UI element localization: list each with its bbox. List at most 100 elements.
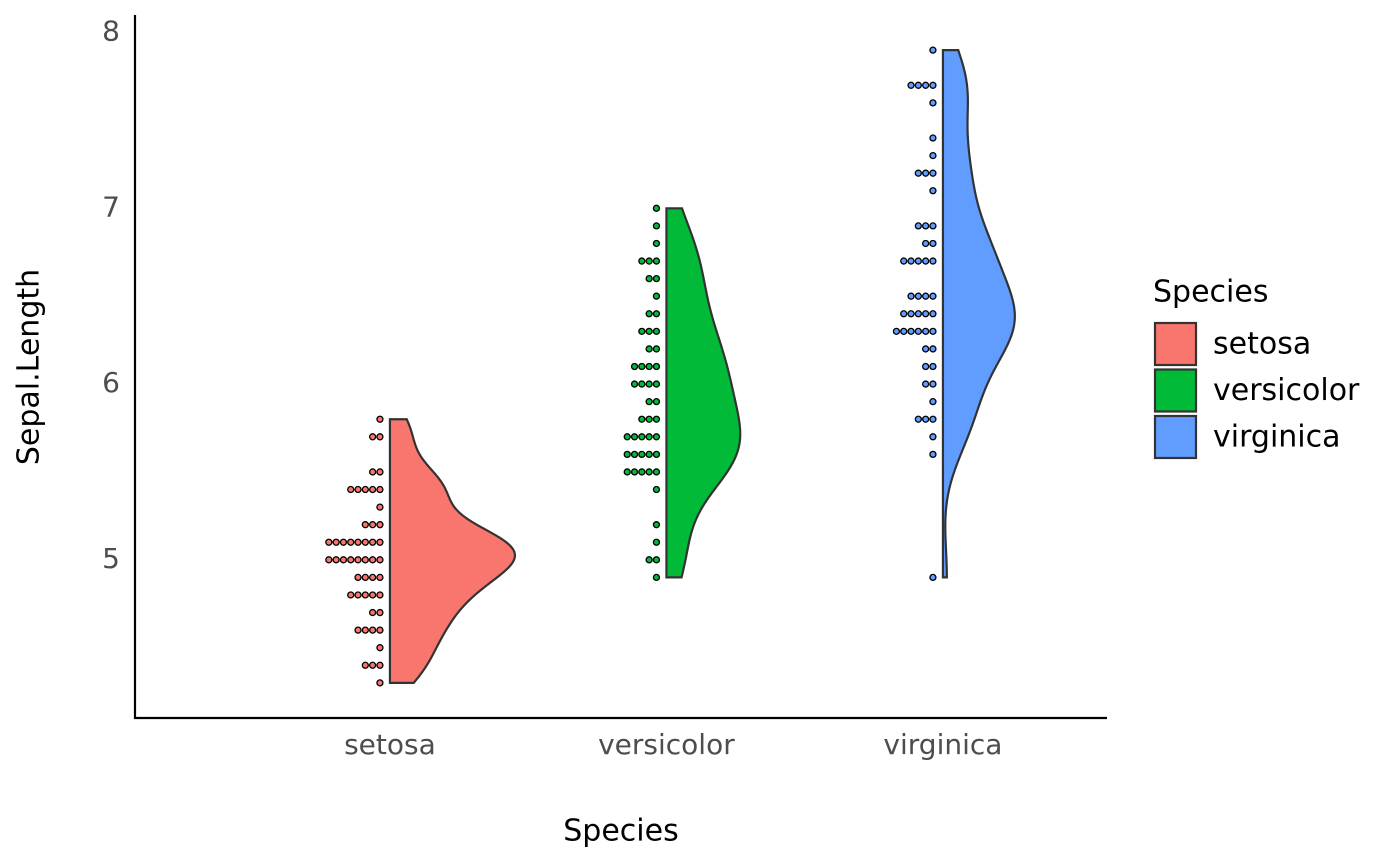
dot bbox=[907, 81, 915, 89]
dot bbox=[645, 468, 653, 476]
dot bbox=[368, 661, 377, 669]
dot bbox=[914, 310, 922, 318]
dot bbox=[914, 81, 922, 89]
dot bbox=[361, 485, 369, 494]
dot bbox=[921, 222, 930, 230]
dot bbox=[376, 661, 384, 669]
dot bbox=[630, 468, 639, 476]
dot bbox=[652, 274, 661, 283]
dot bbox=[354, 591, 362, 599]
dot bbox=[645, 450, 653, 459]
dot bbox=[361, 626, 369, 634]
dot bbox=[638, 468, 646, 476]
y-tick-label: 5 bbox=[102, 542, 120, 575]
dot bbox=[652, 239, 661, 248]
dot bbox=[652, 345, 661, 353]
dot bbox=[652, 380, 661, 388]
dot bbox=[652, 433, 661, 441]
y-tick-label: 7 bbox=[102, 190, 120, 223]
dot bbox=[652, 292, 661, 300]
x-tick-label: virginica bbox=[883, 728, 1002, 761]
dot bbox=[929, 327, 937, 336]
dot bbox=[347, 485, 355, 494]
dot bbox=[339, 538, 348, 546]
dot bbox=[361, 573, 369, 582]
dot bbox=[921, 415, 930, 423]
dot bbox=[929, 415, 937, 423]
dot bbox=[645, 345, 653, 353]
dot bbox=[347, 556, 355, 564]
dot bbox=[921, 81, 930, 89]
dot bbox=[354, 573, 362, 582]
y-tick-label: 8 bbox=[102, 15, 120, 48]
dot bbox=[368, 626, 377, 634]
dot bbox=[361, 521, 369, 529]
dot bbox=[376, 556, 384, 564]
dot bbox=[368, 485, 377, 494]
dot bbox=[929, 169, 937, 177]
dot bbox=[376, 433, 384, 441]
dot bbox=[652, 222, 661, 230]
dot bbox=[921, 169, 930, 177]
dot bbox=[638, 415, 646, 423]
dot bbox=[652, 538, 661, 546]
violin bbox=[665, 207, 742, 579]
dot bbox=[645, 433, 653, 441]
dot bbox=[929, 397, 937, 406]
dot bbox=[907, 327, 915, 336]
dot bbox=[376, 573, 384, 582]
dot bbox=[376, 485, 384, 494]
dot bbox=[929, 450, 937, 459]
dot bbox=[376, 608, 384, 617]
dot bbox=[368, 468, 377, 476]
dot bbox=[368, 608, 377, 617]
legend-key bbox=[1153, 414, 1198, 460]
dot bbox=[921, 345, 930, 353]
dot bbox=[652, 397, 661, 406]
dot bbox=[921, 310, 930, 318]
legend-title: Species bbox=[1153, 275, 1268, 310]
dot bbox=[630, 433, 639, 441]
dot bbox=[623, 468, 631, 476]
x-tick-label: setosa bbox=[344, 728, 436, 761]
dot bbox=[368, 573, 377, 582]
legend-label: virginica bbox=[1213, 420, 1341, 455]
dot bbox=[900, 257, 908, 265]
dot bbox=[929, 345, 937, 353]
dot bbox=[368, 556, 377, 564]
dot bbox=[914, 257, 922, 265]
dot bbox=[645, 274, 653, 283]
dot bbox=[361, 591, 369, 599]
dot bbox=[907, 310, 915, 318]
dot bbox=[914, 327, 922, 336]
dot bbox=[929, 187, 937, 195]
dot bbox=[638, 362, 646, 371]
dot bbox=[376, 591, 384, 599]
dot bbox=[361, 556, 369, 564]
dot bbox=[914, 292, 922, 300]
dot bbox=[623, 450, 631, 459]
dot bbox=[929, 362, 937, 371]
dot bbox=[376, 644, 384, 652]
x-axis-title: Species bbox=[563, 814, 678, 849]
dot bbox=[652, 204, 661, 212]
dot bbox=[325, 538, 333, 546]
dot bbox=[929, 257, 937, 265]
dot bbox=[361, 661, 369, 669]
dot bbox=[368, 521, 377, 529]
dot bbox=[652, 257, 661, 265]
dot bbox=[900, 310, 908, 318]
dot bbox=[914, 169, 922, 177]
dot bbox=[652, 485, 661, 494]
dot bbox=[921, 380, 930, 388]
dot bbox=[638, 433, 646, 441]
dot bbox=[325, 556, 333, 564]
dot bbox=[907, 257, 915, 265]
dot bbox=[921, 257, 930, 265]
dot bbox=[929, 134, 937, 142]
dot bbox=[907, 292, 915, 300]
dot bbox=[645, 397, 653, 406]
dot bbox=[900, 327, 908, 336]
legend-key bbox=[1153, 321, 1198, 367]
dot bbox=[652, 573, 661, 582]
